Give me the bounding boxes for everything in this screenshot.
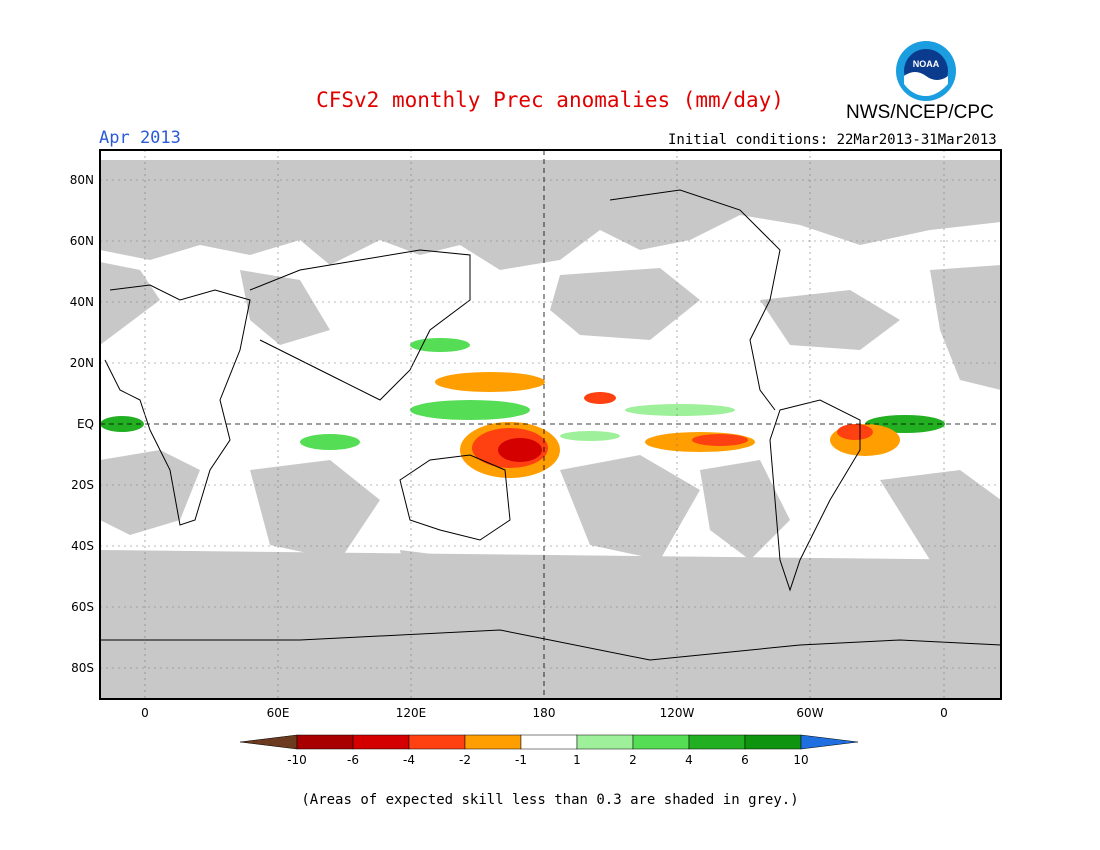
lat-label: 20S	[71, 478, 94, 492]
longitude-labels: 0 60E 120E 180 120W 60W 0	[141, 706, 948, 720]
lon-label: 0	[940, 706, 948, 720]
lon-label: 60E	[267, 706, 290, 720]
colorbar-cell	[632, 734, 690, 750]
colorbar-cell	[464, 734, 522, 750]
forecast-month: Apr 2013	[99, 128, 181, 148]
lat-label: 80N	[70, 173, 94, 187]
agency-label: NWS/NCEP/CPC	[846, 102, 994, 123]
colorbar-cell	[744, 734, 802, 750]
graticule	[100, 150, 1001, 699]
lat-label: 40N	[70, 295, 94, 309]
colorbar-cell	[576, 734, 634, 750]
colorbar-label: -4	[403, 753, 415, 767]
equator-dateline	[100, 150, 1001, 699]
logo-text: NOAA	[913, 59, 940, 69]
lon-label: 60W	[796, 706, 823, 720]
colorbar-arrow-right	[800, 734, 859, 750]
lon-label: 180	[533, 706, 556, 720]
lat-label: 60N	[70, 234, 94, 248]
colorbar-cell	[296, 734, 354, 750]
colorbar-cell	[688, 734, 746, 750]
initial-conditions: Initial conditions: 22Mar2013-31Mar2013	[668, 132, 997, 148]
map-frame	[99, 149, 1002, 700]
colorbar: -10 -6 -4 -2 -1 1 2 4 6 10	[239, 734, 859, 767]
lat-label: EQ	[77, 417, 94, 431]
colorbar-cell	[520, 734, 578, 750]
coastlines	[100, 189, 1002, 661]
colorbar-label: 1	[573, 753, 581, 767]
chart-title: CFSv2 monthly Prec anomalies (mm/day)	[316, 88, 784, 112]
lat-label: 40S	[71, 539, 94, 553]
colorbar-label: -10	[287, 753, 307, 767]
colorbar-label: -6	[347, 753, 359, 767]
colorbar-label: 4	[685, 753, 693, 767]
lon-label: 0	[141, 706, 149, 720]
skill-footnote: (Areas of expected skill less than 0.3 a…	[301, 792, 799, 808]
lon-label: 120E	[396, 706, 427, 720]
colorbar-label: -2	[459, 753, 471, 767]
colorbar-cell	[352, 734, 410, 750]
colorbar-arrow-left	[239, 734, 298, 750]
colorbar-label: -1	[515, 753, 527, 767]
colorbar-label: 2	[629, 753, 637, 767]
colorbar-label: 6	[741, 753, 749, 767]
colorbar-cell	[408, 734, 466, 750]
noaa-logo: NOAA	[896, 41, 956, 101]
lat-label: 60S	[71, 600, 94, 614]
lat-label: 80S	[71, 661, 94, 675]
latitude-labels: 80N 60N 40N 20N EQ 20S 40S 60S 80S	[70, 173, 94, 675]
lat-label: 20N	[70, 356, 94, 370]
lon-label: 120W	[660, 706, 695, 720]
colorbar-label: 10	[793, 753, 808, 767]
